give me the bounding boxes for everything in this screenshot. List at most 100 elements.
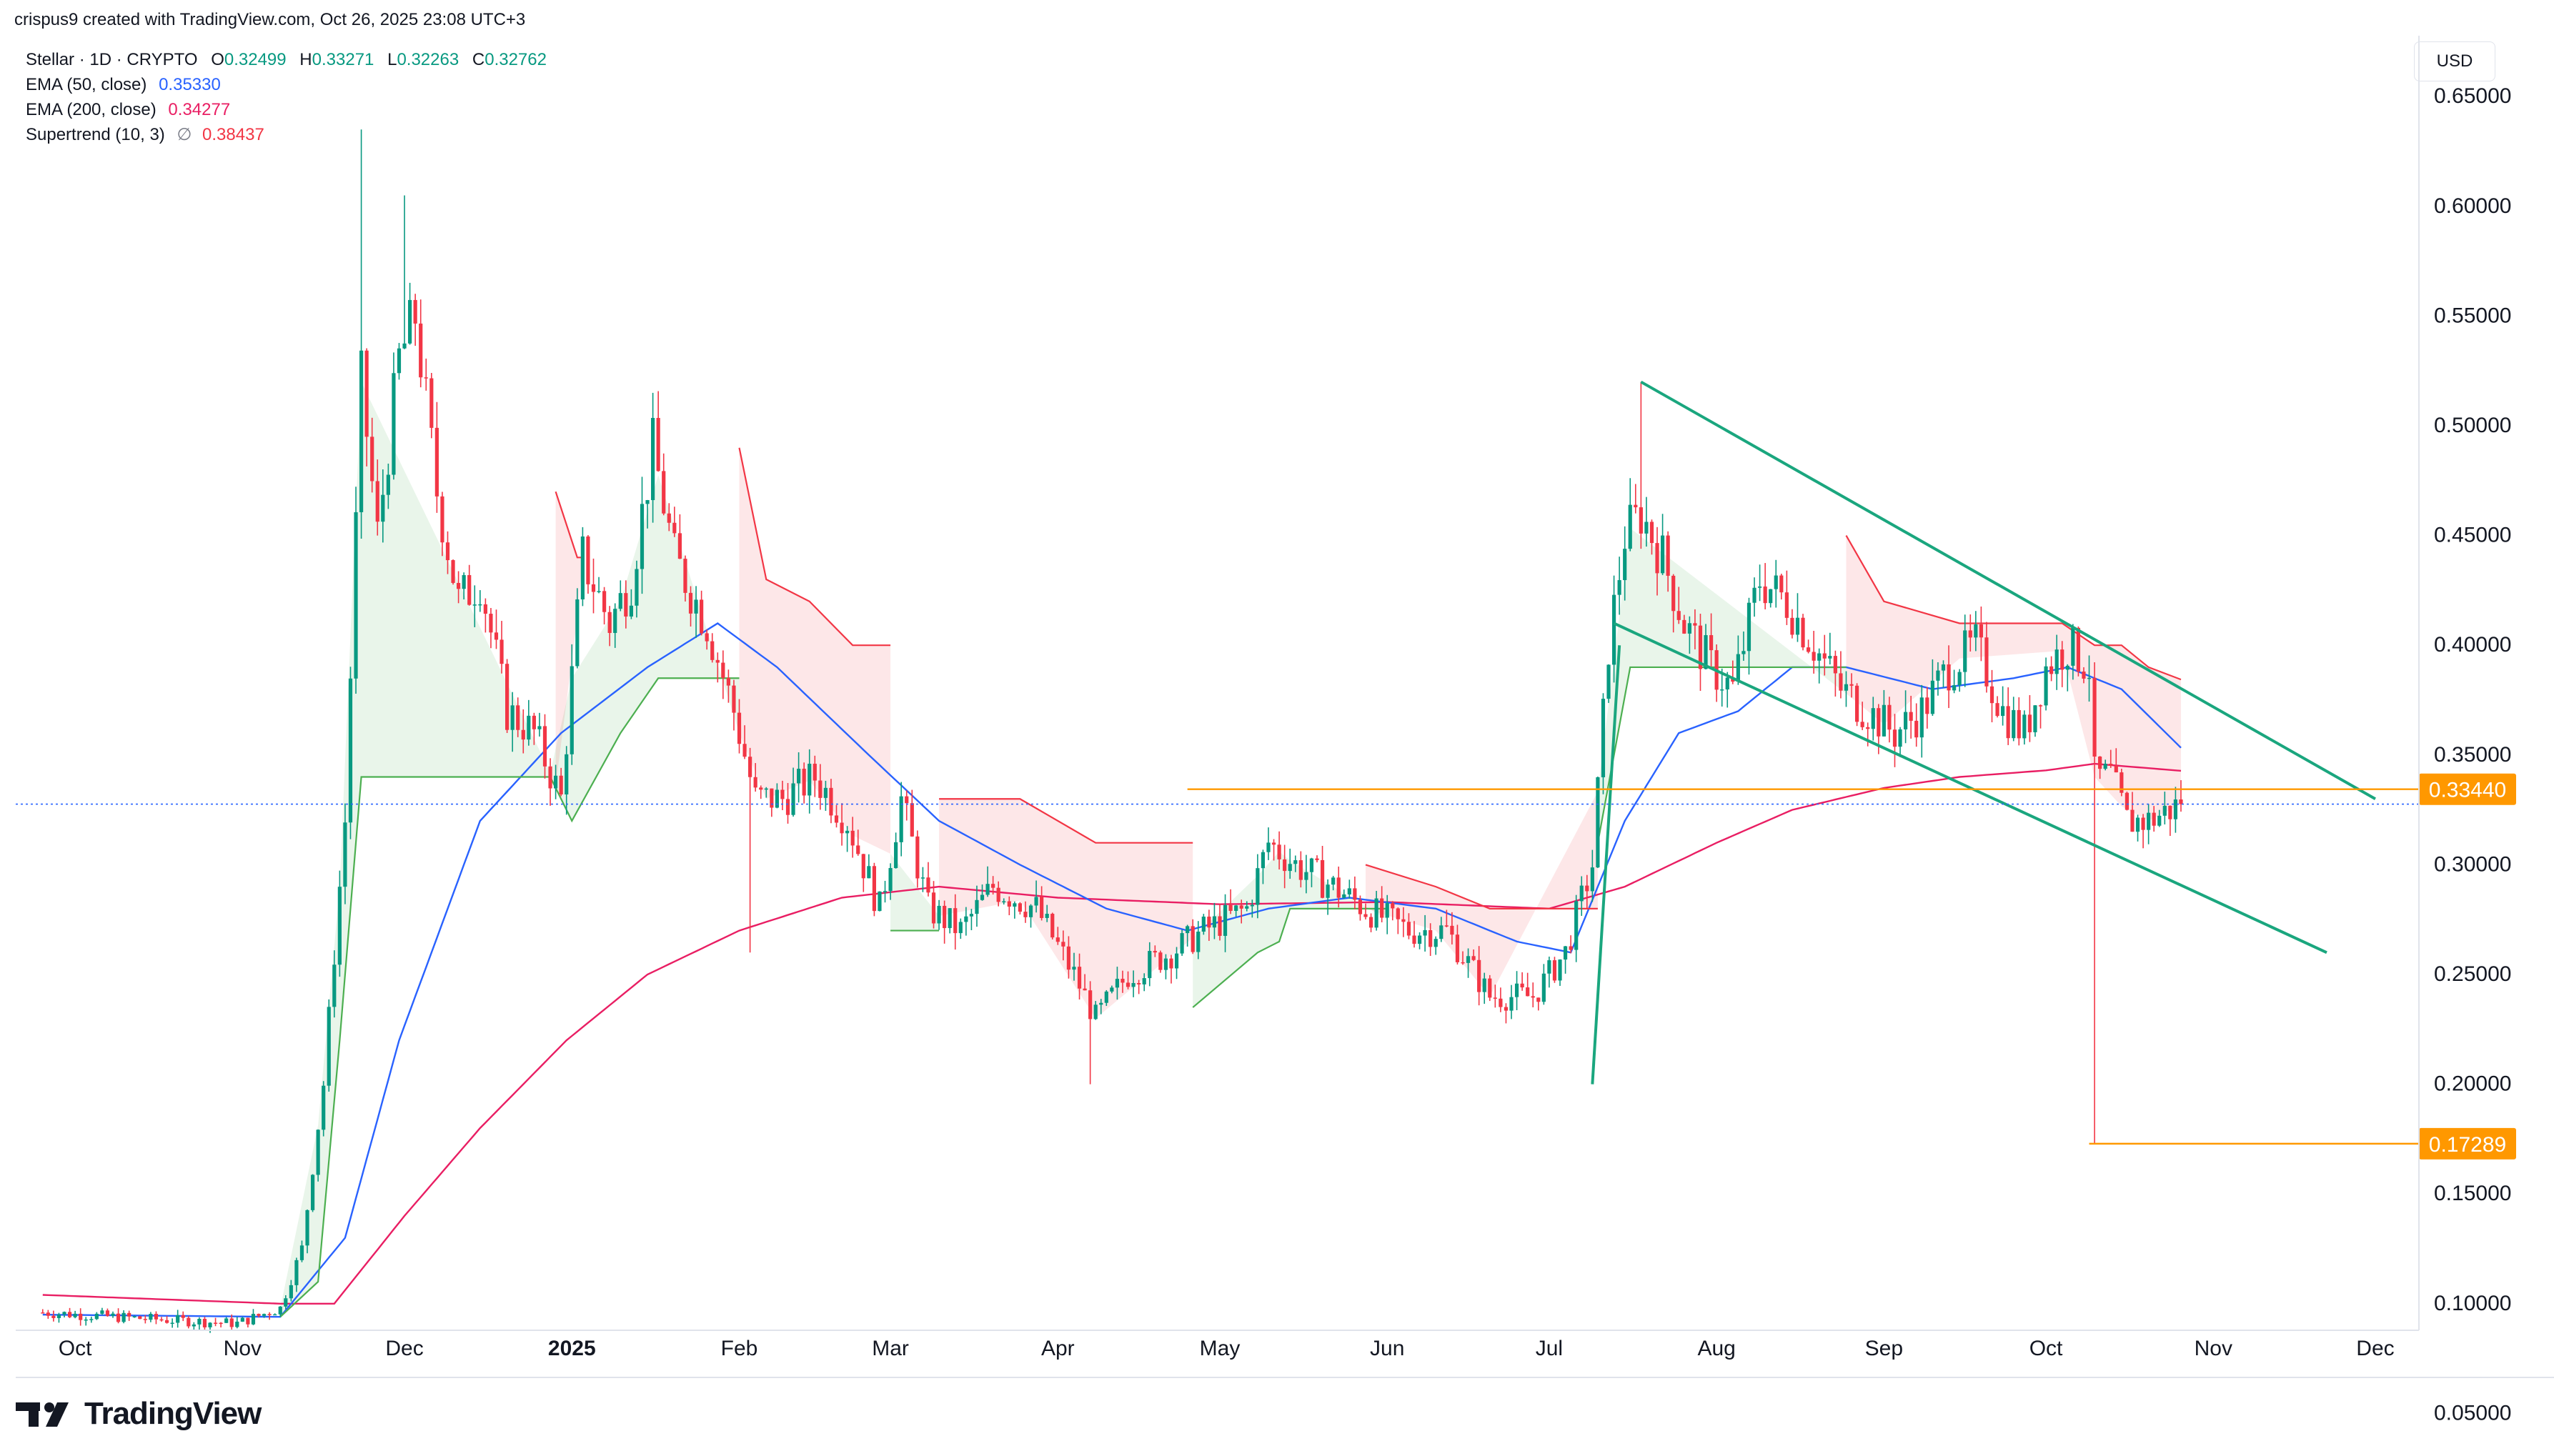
candle-body — [1709, 635, 1714, 651]
candle-body — [267, 1314, 272, 1315]
candle-body — [975, 899, 979, 914]
candle-body — [710, 641, 715, 660]
ema200-value: 0.34277 — [168, 100, 231, 119]
candle-body — [1428, 929, 1433, 947]
candle-body — [662, 471, 666, 514]
legend-ema50-row[interactable]: EMA (50, close) 0.35330 — [26, 72, 547, 97]
candle-body — [299, 1245, 304, 1260]
candle-body — [931, 892, 936, 924]
candle-body — [483, 604, 487, 614]
supertrend-up-fill — [890, 854, 940, 931]
candle-body — [176, 1315, 180, 1323]
candle-body — [1682, 619, 1686, 634]
supertrend-value: 0.38437 — [202, 125, 264, 144]
candle-body — [953, 908, 958, 934]
candle-body — [1968, 630, 1972, 638]
candle-body — [289, 1285, 293, 1299]
candle-body — [802, 769, 806, 796]
x-tick-label: Nov — [2195, 1337, 2232, 1360]
candle-body — [1952, 685, 1957, 691]
candle-body — [2049, 666, 2054, 674]
legend: Stellar · 1D · CRYPTO O0.32499 H0.33271 … — [26, 47, 547, 147]
candle-body — [1121, 979, 1125, 983]
candle-body — [1191, 926, 1195, 952]
candle-body — [818, 780, 823, 798]
ema50-value: 0.35330 — [159, 75, 221, 94]
candle-body — [1239, 905, 1243, 909]
candle-body — [1509, 997, 1514, 1011]
candle-body — [1148, 951, 1152, 979]
candle-body — [1477, 959, 1481, 992]
candle-body — [1854, 685, 1859, 722]
candle-body — [105, 1310, 110, 1316]
candle-body — [149, 1314, 153, 1320]
candle-body — [370, 437, 374, 482]
candle-body — [1093, 1004, 1098, 1019]
chart-credit-text: crispus9 created with TradingView.com, O… — [14, 10, 526, 29]
candle-body — [310, 1175, 315, 1210]
candle-body — [159, 1319, 164, 1321]
candle-body — [1218, 916, 1222, 936]
candle-body — [164, 1320, 169, 1323]
candle-body — [348, 678, 353, 823]
candle-body — [537, 726, 542, 729]
candle-body — [456, 582, 461, 589]
candle-body — [1256, 868, 1260, 905]
candle-body — [1947, 664, 1951, 691]
legend-symbol-row[interactable]: Stellar · 1D · CRYPTO O0.32499 H0.33271 … — [26, 47, 547, 72]
candle-body — [742, 744, 747, 757]
candle-body — [645, 499, 650, 504]
currency-button[interactable]: USD — [2414, 41, 2495, 81]
candle-body — [305, 1210, 309, 1246]
candle-body — [677, 533, 682, 559]
candle-body — [1882, 704, 1886, 737]
candle-body — [1444, 925, 1449, 927]
candle-body — [2027, 714, 2032, 732]
candle-body — [1779, 575, 1784, 593]
candle-body — [224, 1318, 229, 1323]
candle-body — [640, 504, 645, 569]
candle-body — [364, 350, 369, 437]
candle-body — [1579, 885, 1584, 902]
tradingview-brand[interactable]: TradingView — [16, 1396, 262, 1432]
price-label-text: 0.17289 — [2429, 1133, 2506, 1157]
candle-body — [613, 609, 617, 633]
candle-body — [1174, 953, 1179, 969]
candle-body — [2141, 817, 2145, 830]
candle-body — [780, 789, 785, 799]
legend-supertrend-row[interactable]: Supertrend (10, 3) ∅ 0.38437 — [26, 122, 547, 147]
candle-body — [597, 591, 601, 592]
candle-body — [251, 1314, 256, 1325]
candle-body — [1163, 958, 1168, 970]
candle-body — [1752, 587, 1757, 603]
candle-body — [354, 512, 358, 679]
candle-body — [1671, 575, 1676, 612]
legend-ema200-row[interactable]: EMA (200, close) 0.34277 — [26, 97, 547, 122]
candle-body — [56, 1314, 61, 1318]
candle-body — [1212, 916, 1217, 928]
candle-body — [1860, 722, 1864, 727]
candle-body — [915, 836, 920, 879]
candle-body — [850, 830, 855, 846]
candle-body — [813, 764, 817, 781]
candle-body — [1450, 925, 1454, 935]
candle-body — [1623, 549, 1627, 580]
candle-body — [2173, 799, 2177, 819]
supertrend-down-line — [939, 798, 1193, 844]
candle-body — [381, 494, 385, 522]
candle-body — [770, 788, 774, 808]
candle-body — [1877, 708, 1881, 737]
y-tick-label: 0.30000 — [2434, 852, 2511, 876]
supertrend-up-fill — [1597, 528, 1847, 843]
candle-body — [737, 712, 742, 744]
candle-body — [1817, 653, 1822, 661]
candle-body — [1406, 922, 1411, 936]
candle-body — [1358, 899, 1363, 914]
candle-body — [1466, 956, 1471, 963]
candle-body — [419, 323, 423, 378]
candle-body — [1541, 973, 1546, 1002]
candle-body — [192, 1324, 196, 1327]
candle-body — [51, 1315, 56, 1318]
candle-body — [138, 1316, 142, 1320]
